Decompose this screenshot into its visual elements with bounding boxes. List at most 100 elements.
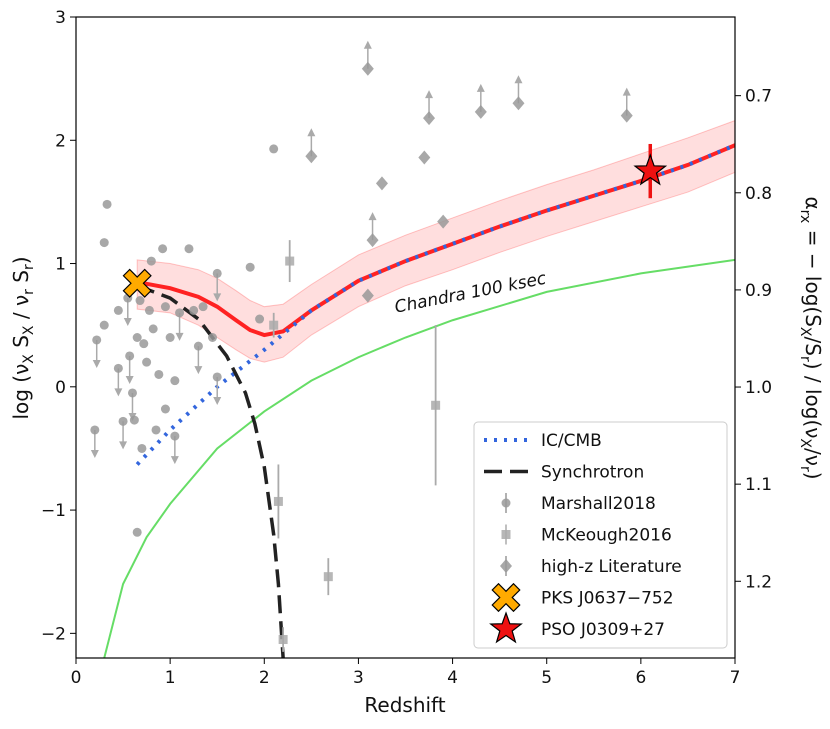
arrow-head [213, 396, 222, 405]
legend-label: McKeough2016 [541, 526, 672, 546]
arrow-head [125, 375, 134, 384]
curve [135, 143, 735, 466]
x-axis-label: Redshift [364, 693, 445, 717]
arrow-head [119, 441, 128, 450]
legend-label: Synchrotron [541, 463, 644, 483]
point [125, 351, 135, 361]
y2-tick-label: 0.9 [745, 281, 772, 301]
point [148, 324, 158, 334]
point [208, 333, 218, 342]
point [99, 320, 109, 330]
point [431, 400, 441, 410]
legend-label: high-z Literature [541, 557, 682, 577]
y2-axis-label-part: = − log(S [801, 223, 825, 327]
y-axis-label-part: S [9, 335, 33, 354]
point [129, 415, 139, 425]
y2-tick-label: 0.8 [745, 184, 772, 204]
arrow-head [622, 87, 631, 96]
y2-axis-label-part: /ν [801, 448, 825, 466]
point [278, 635, 288, 645]
y2-axis-label-part: α [801, 196, 825, 209]
point [113, 305, 123, 315]
x-tick-label: 0 [71, 668, 82, 688]
y-tick-label: 2 [55, 131, 66, 151]
point [269, 144, 279, 154]
arrow-head [92, 359, 101, 368]
point [361, 61, 374, 76]
plot-frame [75, 16, 736, 659]
y-tick-label: −1 [41, 501, 66, 521]
point [633, 153, 668, 186]
plot-area [103, 120, 735, 658]
point [423, 111, 436, 126]
arrow-head [368, 212, 377, 221]
point [158, 244, 168, 254]
y2-axis-label-part: X [797, 327, 813, 337]
point [198, 302, 208, 312]
legend-swatch [500, 559, 512, 573]
x-tick-label: 2 [259, 668, 270, 688]
curve [136, 284, 285, 658]
point [273, 496, 283, 506]
y-axis-label-part: X [21, 325, 37, 335]
arrow-head [307, 128, 316, 137]
point [170, 376, 180, 386]
point [437, 214, 450, 229]
point [361, 288, 374, 303]
point [90, 425, 100, 435]
point [127, 388, 137, 398]
point [245, 262, 255, 272]
y2-axis-label-part: r [797, 356, 813, 362]
y-axis-label-part: / ν [9, 295, 33, 326]
point [154, 369, 164, 379]
point [323, 572, 333, 582]
y2-axis-label-part: ) / log(ν [801, 362, 825, 439]
point [132, 333, 142, 342]
arrow-head [170, 456, 179, 465]
arrow-head [213, 293, 222, 302]
point [122, 268, 152, 298]
point [99, 238, 109, 248]
legend-swatch [501, 530, 511, 539]
arrow-head [476, 83, 485, 92]
points [90, 40, 668, 652]
y-axis-label-part: S [9, 270, 33, 289]
y-tick-label: 1 [55, 255, 66, 275]
y-tick-label: 3 [55, 8, 66, 28]
point [474, 104, 487, 119]
y2-axis-label-part: ) [801, 472, 825, 480]
point [255, 314, 265, 324]
y2-tick-label: 1.1 [745, 475, 772, 495]
y-axis-label: log (νX SX / νr Sr) [9, 256, 37, 419]
point [142, 357, 152, 367]
x-tick-label: 7 [730, 668, 741, 688]
point [92, 335, 102, 345]
point [212, 268, 222, 278]
y2-tick-label: 1.2 [745, 572, 772, 592]
x-tick-label: 1 [165, 668, 176, 688]
y-axis-label-part: r [21, 264, 37, 270]
point [285, 256, 295, 266]
point [269, 320, 279, 330]
point [139, 339, 149, 349]
point [366, 233, 379, 248]
arrow-head [175, 332, 184, 341]
arrow-head [194, 366, 203, 375]
point [184, 244, 194, 254]
arrow-head [90, 449, 99, 458]
legend-swatch [501, 498, 511, 508]
y2-tick-label: 0.7 [745, 87, 772, 107]
legend-label: Marshall2018 [541, 494, 656, 514]
y2-axis-label-part: /S [801, 337, 825, 356]
point [137, 443, 147, 453]
point [151, 425, 161, 435]
point [165, 333, 175, 342]
arrow-head [363, 40, 372, 49]
y2-axis-label-part: r [797, 466, 813, 472]
y2-axis-label-part: X [797, 438, 813, 448]
arrow-head [123, 318, 132, 327]
y-tick-label: −2 [41, 624, 66, 644]
legend-label: PKS J0637−752 [541, 589, 674, 609]
point [175, 308, 185, 318]
point [113, 363, 123, 373]
